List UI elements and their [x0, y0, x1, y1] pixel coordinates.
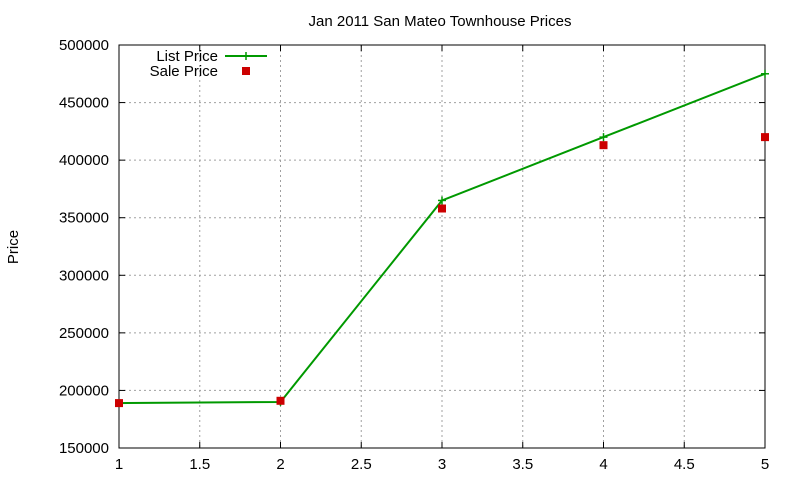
- x-tick-label: 3: [438, 456, 446, 473]
- y-tick-label: 300000: [59, 267, 109, 284]
- x-tick-label: 1: [115, 456, 123, 473]
- y-tick-label: 150000: [59, 440, 109, 457]
- y-axis-label: Price: [5, 230, 22, 264]
- legend-marker: [242, 52, 250, 60]
- legend-label: List Price: [156, 48, 218, 65]
- plot-area: [115, 69, 769, 408]
- x-tick-label: 2: [276, 456, 284, 473]
- list-price-point: [599, 133, 608, 142]
- x-tick-label: 4.5: [674, 456, 695, 473]
- chart-title: Jan 2011 San Mateo Townhouse Prices: [309, 13, 572, 30]
- plot-frame: [118, 44, 766, 449]
- legend-entry-sale-price: Sale Price: [150, 63, 250, 80]
- sale-price-point: [115, 399, 123, 408]
- x-tick-label: 3.5: [512, 456, 533, 473]
- grid-lines: [119, 45, 765, 448]
- x-tick-label: 4: [599, 456, 607, 473]
- y-tick-label: 400000: [59, 152, 109, 169]
- y-tick-label: 200000: [59, 382, 109, 399]
- y-tick-label: 250000: [59, 325, 109, 342]
- legend-marker: [242, 67, 250, 75]
- legend-label: Sale Price: [150, 63, 218, 80]
- y-tick-label: 500000: [59, 37, 109, 54]
- sale-price-point: [438, 204, 446, 213]
- y-tick-label: 450000: [59, 95, 109, 112]
- axes: 1 1.5 2 2.5 3 3.5 4 4.5 5 150000 200000 250000 30000…: [59, 37, 769, 473]
- list-price-point: [438, 196, 446, 205]
- x-tick-label: 5: [761, 456, 769, 473]
- legend-entry-list-price: List Price: [156, 48, 267, 65]
- list-price-line: [118, 72, 766, 405]
- sale-price-point: [599, 141, 608, 150]
- sale-price-point: [761, 133, 769, 142]
- x-tick-label: 2.5: [351, 456, 372, 473]
- sale-price-point: [276, 396, 285, 405]
- y-tick-label: 350000: [59, 210, 109, 227]
- x-tick-label: 1.5: [189, 456, 210, 473]
- list-price-point: [761, 69, 769, 78]
